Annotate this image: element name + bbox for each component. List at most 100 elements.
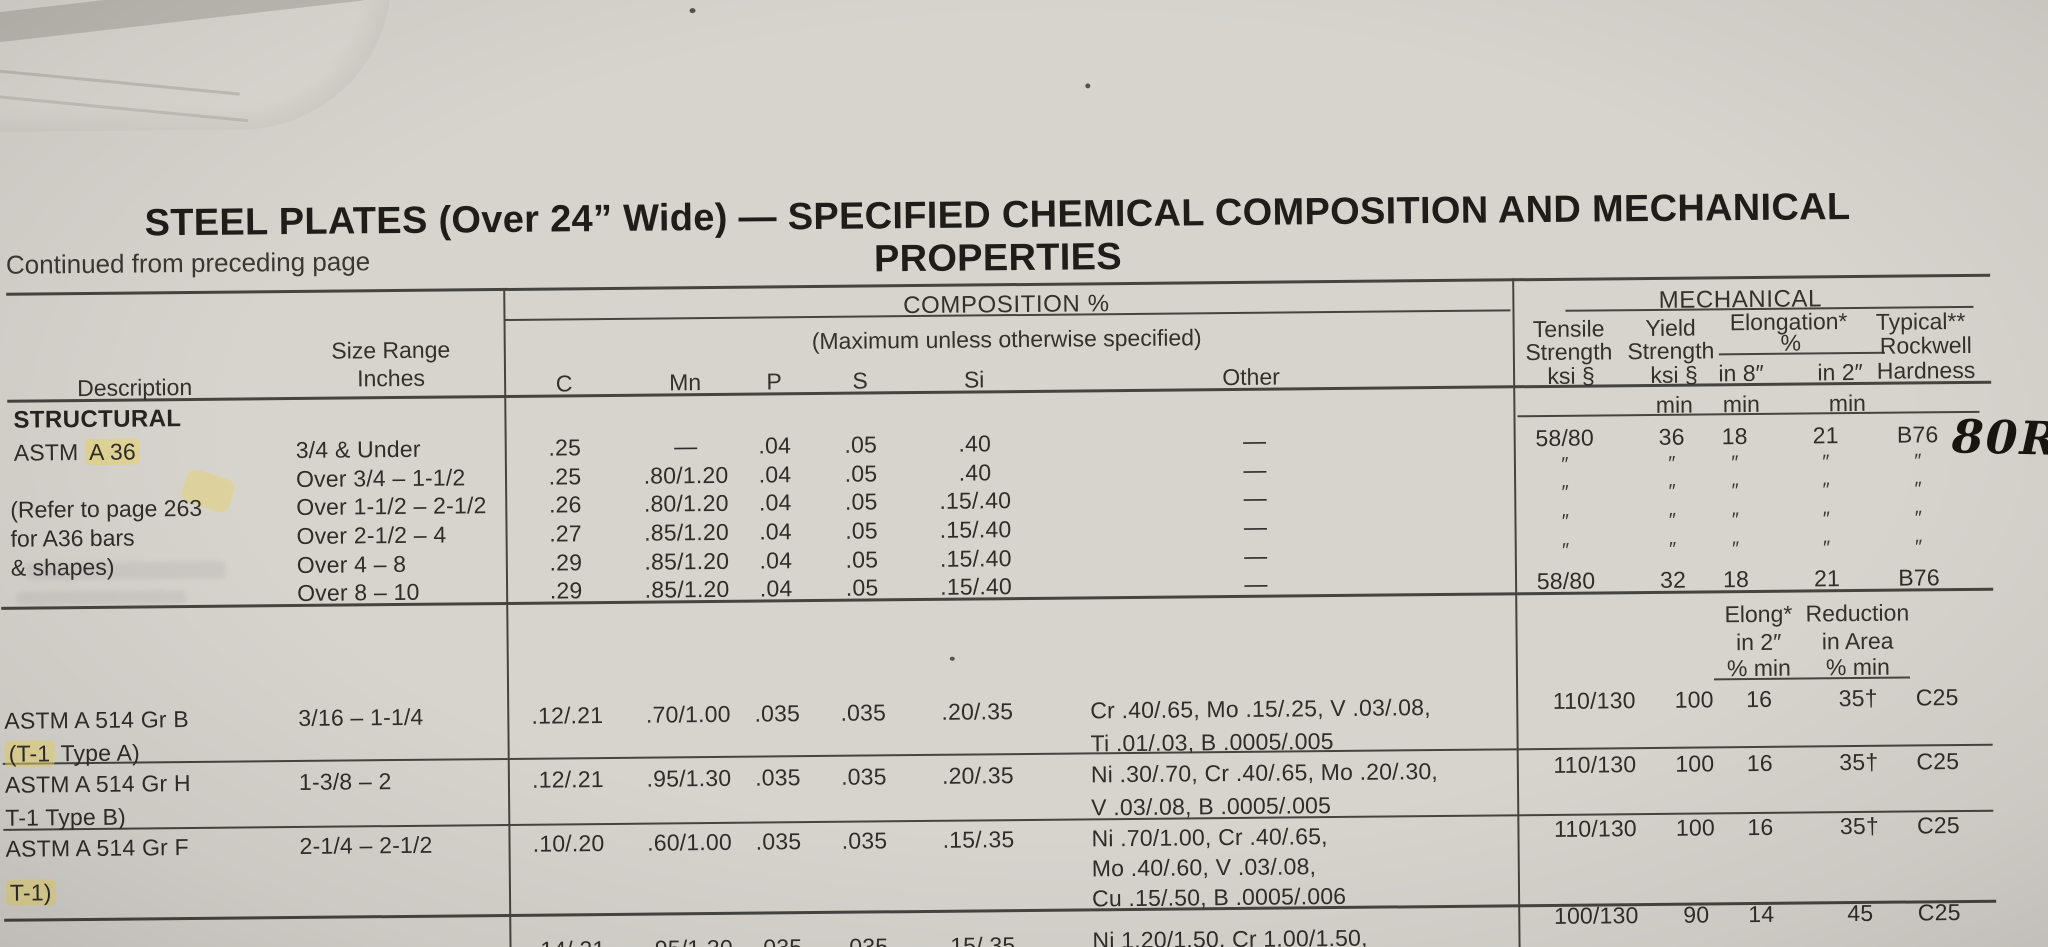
midcol-elong-2: in 2″ (1735, 628, 1782, 656)
si-value: .15/.35 (942, 826, 1015, 853)
si-value: .20/.35 (941, 698, 1014, 725)
other-value-line2: Ti .01/.03, B .0005/.005 (1090, 728, 1334, 757)
tensile-value: 110/130 (1553, 815, 1637, 842)
ditto-mark: ″ (1668, 480, 1676, 503)
tensile-value: 58/80 (1535, 424, 1595, 452)
p-value: .04 (758, 432, 792, 459)
size-value: 3/16 – 1-1/4 (298, 703, 424, 731)
other-value: — (1244, 570, 1268, 597)
col-yield-3: ksi § (1650, 361, 1698, 388)
ditto-mark: ″ (1915, 536, 1923, 559)
mn-value: .85/1.20 (644, 575, 730, 603)
elongation-underline (1718, 351, 1885, 356)
section-structural: STRUCTURAL (13, 405, 182, 434)
description-rest: Type A) (54, 739, 141, 767)
p-value: .04 (759, 547, 793, 574)
col-typical-3: Hardness (1876, 356, 1976, 384)
description-value-line2: (T-1 Type A) (4, 739, 141, 768)
hardness-value: C25 (1916, 812, 1960, 839)
page-subtitle: Continued from preceding page (5, 246, 371, 280)
reduction-value: 35† (1839, 812, 1880, 840)
p-value: .035 (757, 934, 803, 947)
ditto-mark: ″ (1561, 510, 1570, 533)
si-value: .15/.35 (943, 932, 1016, 947)
composition-note: (Maximum unless otherwise specified) (811, 324, 1202, 355)
ditto-mark: ″ (1823, 537, 1831, 560)
yield-value: 100 (1675, 750, 1715, 777)
ditto-mark: ″ (1669, 538, 1677, 561)
c-value: .25 (548, 434, 582, 461)
midcol-reduction-1: Reduction (1805, 599, 1910, 627)
p-value: .035 (755, 828, 802, 855)
mn-value: .80/1.20 (643, 489, 729, 517)
si-value: .20/.35 (941, 762, 1014, 789)
ditto-mark: ″ (1561, 481, 1569, 504)
min-label: min (1722, 390, 1761, 418)
col-inches: Inches (357, 364, 426, 392)
other-value-line1: Ni 1.20/1.50, Cr 1.00/1.50, (1092, 924, 1368, 947)
s-value: .05 (845, 517, 878, 544)
yield-value: 100 (1674, 686, 1714, 713)
photo-speck (689, 8, 696, 14)
size-value: Over 3/4 – 1-1/2 (295, 464, 466, 492)
reduction-value: 35† (1839, 748, 1879, 776)
col-mn: Mn (669, 369, 702, 396)
description-value-line2: T-1 Type B) (5, 803, 127, 831)
ditto-mark: ″ (1822, 508, 1831, 531)
description-value: ASTM A 514 Gr F (5, 834, 189, 862)
ditto-mark: ″ (1731, 509, 1740, 532)
other-value-line1: Cr .40/.65, Mo .15/.25, V .03/.08, (1090, 694, 1431, 724)
mn-value: .85/1.20 (644, 547, 730, 575)
tensile-value: 110/130 (1553, 751, 1637, 778)
mn-value: .85/1.20 (644, 518, 730, 546)
si-value: .15/.40 (939, 487, 1012, 514)
yield-value: 100 (1675, 814, 1716, 841)
other-value: — (1244, 542, 1268, 569)
ditto-mark: ″ (1914, 450, 1922, 473)
col-c: C (555, 370, 573, 397)
c-value: .29 (549, 577, 583, 604)
elong2-value: 21 (1813, 565, 1841, 592)
mn-value: .70/1.00 (645, 700, 731, 728)
c-value: .27 (549, 520, 582, 547)
mn-value: .95/1.30 (648, 935, 733, 947)
hardness-value: B76 (1896, 421, 1939, 448)
size-value: Over 8 – 10 (296, 578, 420, 606)
other-value: — (1242, 427, 1267, 454)
p-value: .04 (759, 518, 792, 545)
size-value: Over 1-1/2 – 2-1/2 (296, 492, 487, 520)
col-s: S (852, 367, 868, 394)
other-value: — (1243, 456, 1267, 483)
ditto-mark: ″ (1731, 452, 1739, 475)
ditto-mark: ″ (1562, 539, 1570, 562)
size-value: Over 2-1/2 – 4 (296, 521, 447, 549)
mn-value: — (673, 433, 698, 460)
s-value: .05 (844, 431, 878, 458)
hardness-value: B76 (1898, 564, 1940, 591)
mn-value: .95/1.30 (646, 764, 732, 792)
c-value: .12/.21 (531, 766, 604, 793)
ditto-mark: ″ (1561, 453, 1569, 476)
p-value: .04 (758, 461, 792, 488)
si-value: .40 (958, 430, 992, 457)
s-value: .05 (845, 546, 879, 573)
col-size-range: Size Range (331, 336, 451, 364)
min-label: min (1655, 391, 1694, 418)
si-value: .15/.40 (939, 545, 1012, 572)
midcol-elong-1: Elong* (1724, 600, 1793, 628)
s-value: .035 (841, 827, 888, 854)
tensile-value: 110/130 (1552, 687, 1636, 714)
midcol-elong-3: % min (1726, 654, 1791, 682)
c-value: .29 (549, 549, 583, 576)
other-value-line1: Ni .70/1.00, Cr .40/.65, (1091, 823, 1328, 852)
si-value: .15/.40 (940, 573, 1013, 600)
c-value: .14/.21 (534, 936, 606, 947)
elong-value: 16 (1746, 749, 1773, 777)
p-value: .04 (759, 575, 793, 602)
col-typical-2: Rockwell (1879, 331, 1972, 359)
col-description: Description (77, 373, 193, 402)
other-value: — (1243, 513, 1268, 540)
midcol-reduction-3: % min (1825, 653, 1890, 681)
mn-value: .60/1.00 (647, 828, 733, 856)
col-elongation-pct: % (1780, 329, 1802, 356)
